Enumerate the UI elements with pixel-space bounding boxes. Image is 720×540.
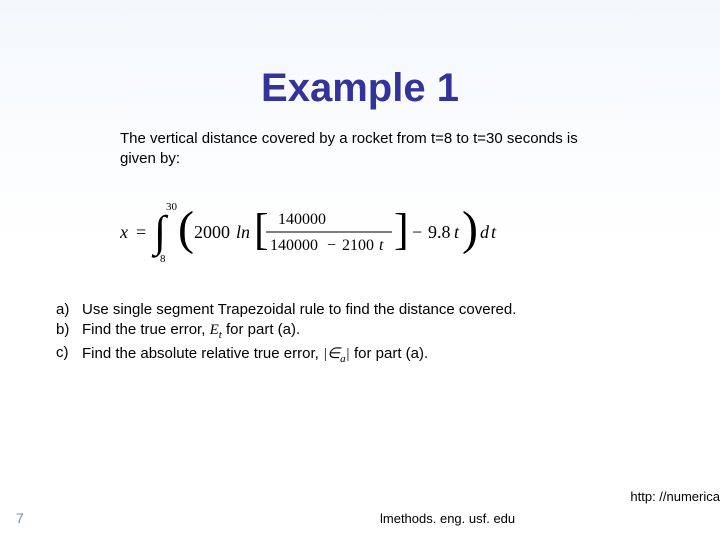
svg-text:−: − [412, 222, 422, 242]
svg-text:): ) [462, 202, 478, 255]
question-a: a) Use single segment Trapezoidal rule t… [56, 301, 684, 318]
question-b-text: Find the true error, Et for part (a). [82, 321, 300, 341]
eq-x: x [120, 222, 128, 242]
question-list: a) Use single segment Trapezoidal rule t… [56, 301, 684, 365]
question-c-text: Find the absolute relative true error, |… [82, 344, 428, 365]
svg-text:d: d [480, 222, 490, 242]
question-c-label: c) [56, 344, 82, 365]
eq-num: 140000 [278, 211, 326, 228]
svg-text:=: = [136, 222, 146, 242]
svg-text:[: [ [254, 205, 269, 254]
eq-denom-coeff: 2100 [342, 237, 374, 254]
svg-text:(: ( [178, 202, 194, 255]
slide-title: Example 1 [0, 0, 720, 129]
svg-text:−: − [327, 237, 336, 254]
eq-denom-var: t [379, 237, 384, 254]
eq-minus-term: 9.8 [428, 222, 451, 242]
svg-text:t: t [491, 222, 497, 242]
eq-denom-const: 140000 [270, 237, 318, 254]
question-b-label: b) [56, 321, 82, 341]
eq-ln: ln [236, 222, 250, 242]
footer-url-center: lmethods. eng. usf. edu [380, 511, 515, 526]
question-a-text: Use single segment Trapezoidal rule to f… [82, 301, 516, 318]
question-b: b) Find the true error, Et for part (a). [56, 321, 684, 341]
equation-integral: x = ∫ 30 8 ( 2000 ln [ 140000 140000 − 2… [120, 196, 720, 273]
svg-text:t: t [454, 222, 460, 242]
question-a-label: a) [56, 301, 82, 318]
eq-upper: 30 [166, 201, 178, 213]
eq-lower: 8 [160, 253, 166, 265]
page-number: 7 [16, 510, 24, 526]
svg-text:]: ] [394, 205, 409, 254]
eq-coeff: 2000 [194, 222, 230, 242]
question-c: c) Find the absolute relative true error… [56, 344, 684, 365]
svg-text:∫: ∫ [151, 207, 169, 258]
footer-url-right: http: //numerica [630, 489, 720, 504]
problem-statement: The vertical distance covered by a rocke… [120, 129, 600, 168]
